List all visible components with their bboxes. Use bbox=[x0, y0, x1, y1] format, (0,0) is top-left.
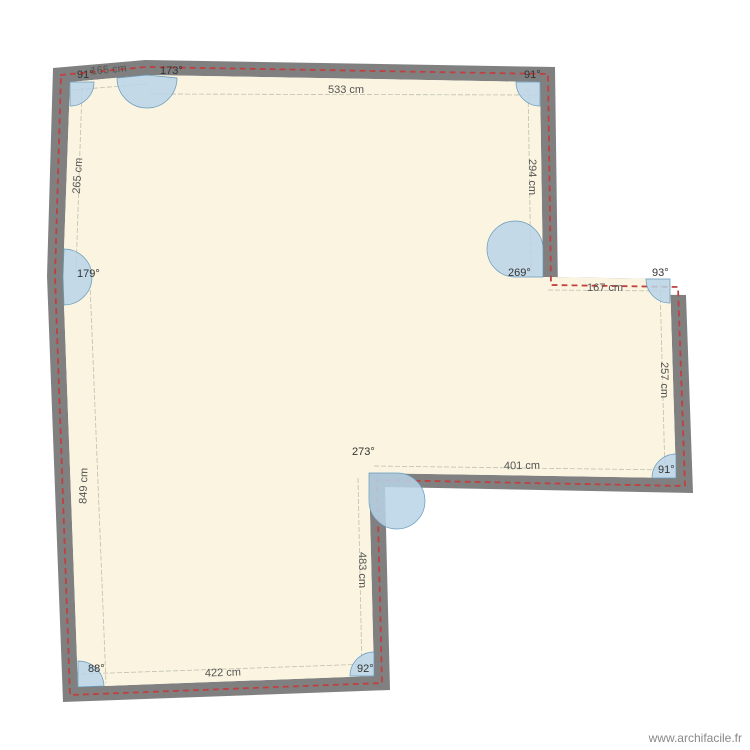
angle-label: 269° bbox=[508, 267, 531, 279]
angle-label: 93° bbox=[652, 267, 669, 279]
floorplan-canvas: 91° 173° 91° 269° 93° 91° 273° 92° 88° 1… bbox=[0, 0, 750, 750]
dim-label: 849 cm bbox=[77, 468, 90, 504]
room-floor bbox=[63, 75, 676, 687]
dim-label: 422 cm bbox=[205, 666, 241, 679]
angle-label: 88° bbox=[88, 663, 105, 675]
angle-label: 92° bbox=[357, 663, 374, 675]
dim-label: 483 cm bbox=[356, 552, 368, 588]
dim-label: 167 cm bbox=[587, 282, 623, 294]
angle-label: 173° bbox=[160, 65, 183, 77]
dim-label: 294 cm bbox=[526, 159, 538, 195]
dim-label: 257 cm bbox=[658, 362, 670, 398]
dim-label: 533 cm bbox=[328, 84, 364, 96]
angle-label: 179° bbox=[77, 268, 100, 280]
dim-label: 401 cm bbox=[504, 460, 540, 473]
angle-label: 273° bbox=[352, 446, 375, 458]
dim-label: 265 cm bbox=[71, 157, 85, 194]
angle-label: 91° bbox=[524, 69, 541, 81]
watermark-text: www.archifacile.fr bbox=[648, 731, 742, 745]
angle-label: 91° bbox=[658, 464, 675, 476]
